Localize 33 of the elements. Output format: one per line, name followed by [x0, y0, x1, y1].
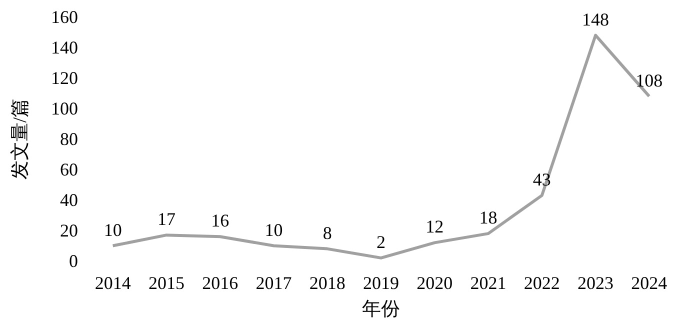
x-tick-label: 2021: [470, 273, 506, 293]
data-label: 10: [104, 220, 122, 240]
y-tick-label: 160: [51, 7, 78, 27]
y-tick-label: 80: [60, 129, 78, 149]
data-label: 16: [211, 210, 230, 231]
data-label: 12: [426, 216, 444, 237]
y-axis-title: 发文量/篇: [10, 98, 31, 180]
x-tick-label: 2018: [309, 273, 346, 293]
x-axis-title: 年份: [362, 299, 400, 320]
data-label: 108: [636, 70, 663, 90]
x-tick-label: 2014: [94, 273, 131, 293]
y-tick-label: 20: [60, 220, 78, 240]
x-tick-label: 2022: [524, 273, 560, 293]
x-tick-label: 2019: [363, 273, 399, 293]
x-tick-label: 2024: [631, 273, 668, 293]
x-tick-label: 2017: [256, 273, 292, 293]
y-tick-label: 120: [51, 68, 78, 88]
data-label: 148: [582, 9, 610, 30]
x-tick-label: 2015: [148, 273, 184, 293]
y-tick-label: 40: [60, 190, 78, 210]
data-label: 2: [376, 232, 386, 252]
x-tick-label: 2016: [202, 273, 238, 293]
data-label: 18: [479, 208, 498, 228]
data-label: 43: [532, 169, 551, 190]
y-tick-label: 140: [51, 38, 78, 58]
y-tick-label: 0: [69, 251, 78, 271]
data-label: 8: [322, 222, 332, 243]
y-tick-label: 100: [51, 98, 78, 118]
x-tick-label: 2023: [578, 273, 614, 293]
x-tick-label: 2020: [416, 273, 453, 293]
data-label: 17: [157, 209, 176, 230]
data-label: 10: [264, 220, 283, 240]
y-tick-label: 60: [60, 160, 78, 180]
